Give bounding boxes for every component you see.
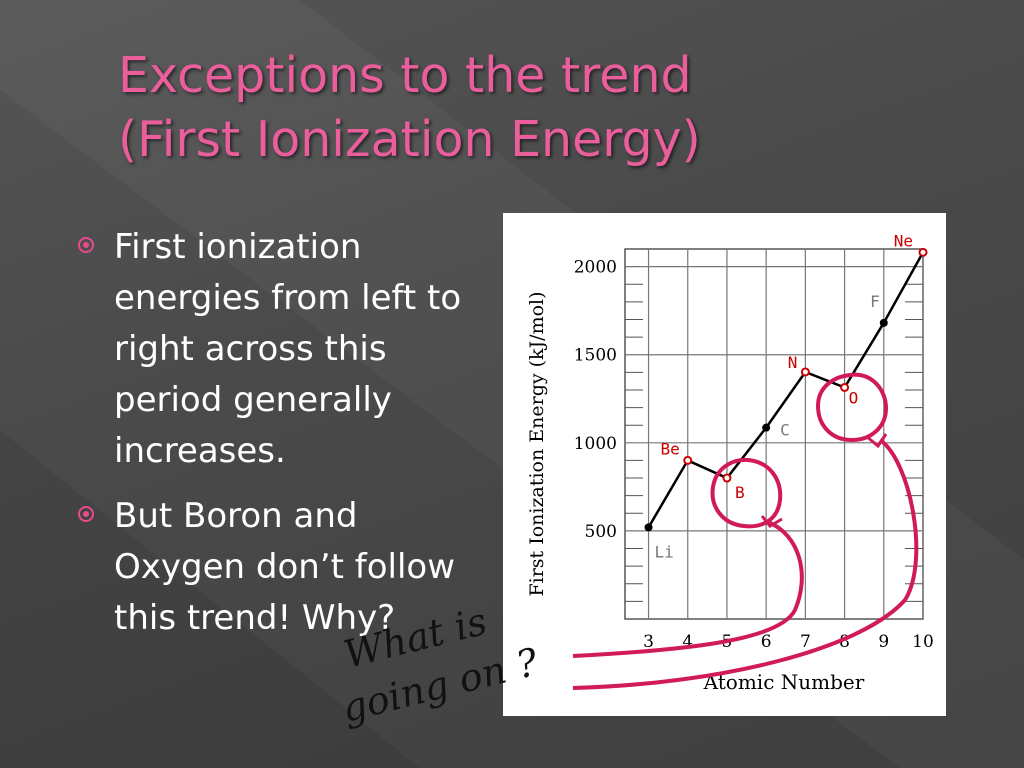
series-line-segment (804, 370, 846, 389)
title-line-1: Exceptions to the trend (118, 47, 692, 104)
x-tick-label: 4 (682, 632, 693, 652)
data-point-n (800, 367, 810, 377)
series-line-segment (882, 251, 925, 324)
data-point-b (722, 473, 732, 483)
point-label-b: B (735, 483, 745, 502)
series-line-segment (687, 459, 728, 480)
bullet-marker-icon (78, 506, 94, 522)
y-axis-label: First Ionization Energy (kJ/mol) (526, 291, 548, 596)
x-tick-label: 6 (761, 632, 772, 652)
bullet-item-2: But Boron and Oxygen don’t follow this t… (72, 491, 492, 644)
point-label-c: C (780, 421, 790, 440)
bullet-list: First ionization energies from left to r… (72, 222, 492, 658)
chart-panel: First Ionization Energy (kJ/mol) Atomic … (503, 213, 946, 716)
bullet-text-2: But Boron and Oxygen don’t follow this t… (114, 496, 456, 638)
data-point-o (840, 382, 850, 392)
data-point-f (879, 318, 888, 327)
x-tick-labels: 3 4 5 6 7 8 9 10 (643, 632, 934, 652)
y-tick-label: 500 (585, 522, 617, 542)
y-tick-label: 1000 (574, 434, 617, 454)
x-tick-label: 7 (800, 632, 811, 652)
title-line-2: (First Ionization Energy) (118, 111, 701, 168)
series-line-segment (725, 426, 768, 479)
data-point-ne (918, 247, 928, 257)
bullet-marker-icon (78, 237, 94, 253)
slide-title: Exceptions to the trend (First Ionizatio… (118, 44, 998, 172)
point-label-f: F (870, 292, 880, 311)
point-label-n: N (788, 353, 798, 372)
x-tick-label: 10 (912, 632, 934, 652)
point-label-li: Li (655, 542, 674, 561)
series-line-segment (765, 371, 807, 429)
x-tick-label: 8 (839, 632, 850, 652)
point-label-be: Be (660, 439, 679, 458)
data-point-li (644, 523, 653, 532)
ionization-energy-chart: First Ionization Energy (kJ/mol) Atomic … (526, 231, 934, 694)
bullet-item-1: First ionization energies from left to r… (72, 222, 492, 477)
y-tick-label: 2000 (574, 258, 617, 278)
series-line-segment (647, 459, 689, 529)
x-tick-label: 3 (643, 632, 654, 652)
y-tick-label: 1500 (574, 346, 617, 366)
point-label-o: O (849, 388, 859, 407)
data-point-be (683, 455, 693, 465)
bullet-text-1: First ionization energies from left to r… (114, 227, 462, 471)
x-axis-label: Atomic Number (703, 670, 865, 694)
point-label-ne: Ne (894, 231, 913, 250)
x-tick-label: 9 (878, 632, 889, 652)
x-tick-label: 5 (722, 632, 733, 652)
y-tick-labels: 500 1000 1500 2000 (574, 258, 617, 542)
data-point-c (762, 423, 771, 432)
